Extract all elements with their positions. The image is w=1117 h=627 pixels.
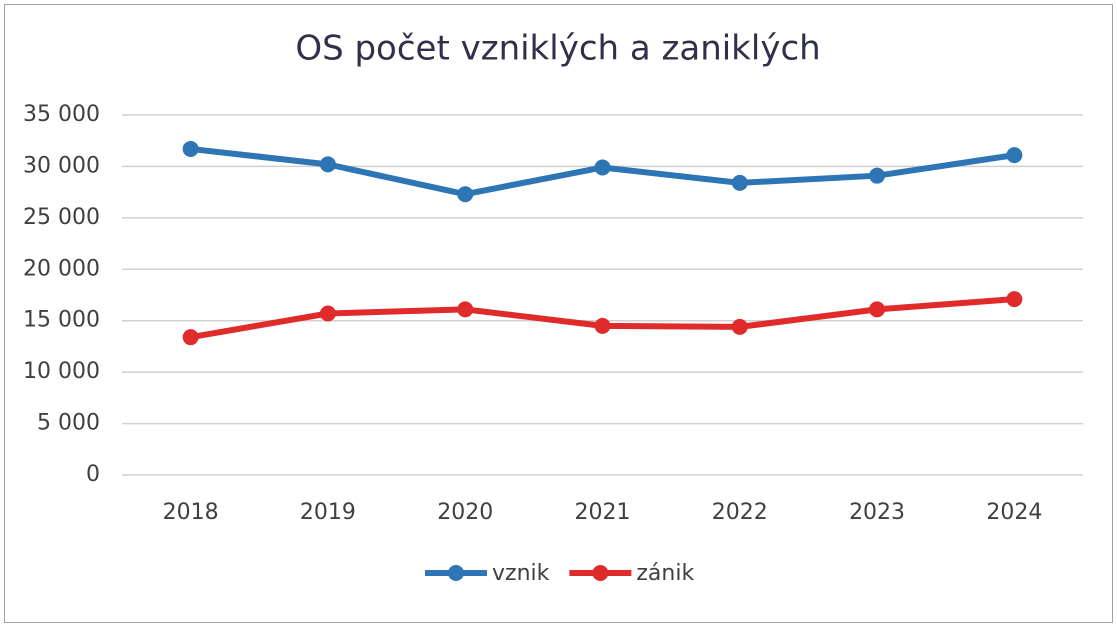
point <box>731 318 748 335</box>
point <box>182 329 199 346</box>
point <box>319 305 336 322</box>
x-tick-label: 2021 <box>575 500 631 525</box>
point <box>731 174 748 191</box>
point <box>1006 147 1023 164</box>
legend-label: vznik <box>492 561 550 586</box>
y-tick-label: 20 000 <box>23 256 100 281</box>
x-tick-label: 2022 <box>712 500 768 525</box>
point <box>869 167 886 184</box>
y-tick-label: 25 000 <box>23 205 100 230</box>
point <box>594 317 611 334</box>
x-tick-label: 2023 <box>849 500 905 525</box>
legend-label: zánik <box>636 561 694 586</box>
x-tick-label: 2019 <box>300 500 356 525</box>
chart-title: OS počet vzniklých a zaniklých <box>295 29 820 69</box>
x-tick-label: 2020 <box>437 500 493 525</box>
point <box>457 301 474 318</box>
y-tick-label: 30 000 <box>23 153 100 178</box>
x-tick-label: 2024 <box>986 500 1042 525</box>
point <box>319 156 336 173</box>
y-tick-label: 35 000 <box>23 102 100 127</box>
point <box>869 301 886 318</box>
point <box>182 140 199 157</box>
point <box>1006 291 1023 308</box>
legend-marker <box>592 565 609 581</box>
y-tick-label: 10 000 <box>23 359 100 384</box>
legend-marker <box>448 565 464 581</box>
chart-frame <box>4 4 1113 623</box>
point <box>594 159 611 176</box>
point <box>457 186 474 203</box>
y-tick-label: 15 000 <box>23 308 100 333</box>
y-tick-label: 5 000 <box>37 411 100 436</box>
x-tick-label: 2018 <box>163 500 219 525</box>
y-tick-label: 0 <box>86 462 100 487</box>
